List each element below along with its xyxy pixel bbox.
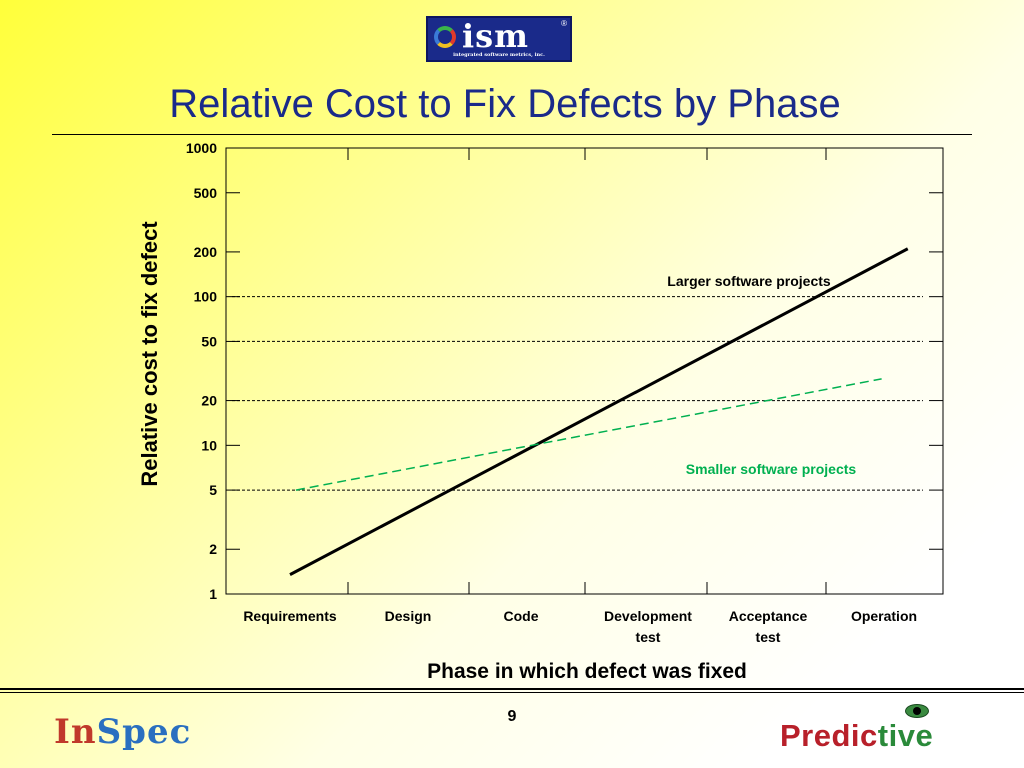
ism-logo-registered: ® [561, 19, 567, 28]
page-number: 9 [507, 708, 517, 725]
inspec-logo-part-2: Spec [96, 712, 192, 752]
eye-icon [905, 704, 929, 718]
y-tick-label: 20 [201, 393, 217, 409]
x-tick-label: Requirements [243, 608, 337, 624]
x-tick-label: Code [504, 608, 539, 624]
predictive-logo: Predictive [780, 704, 934, 754]
predictive-logo-part-1: Predic [780, 718, 878, 753]
ism-logo: ism ® integrated software metrics, inc. [426, 16, 572, 62]
x-tick-label: Design [385, 608, 432, 624]
x-axis-label: Phase in which defect was fixed [427, 660, 747, 683]
series-label-larger: Larger software projects [667, 273, 831, 289]
inspec-logo-part-1: In [54, 712, 97, 752]
y-tick-label: 10 [201, 437, 217, 453]
plot-frame [225, 147, 944, 595]
inspec-logo: InSpec [54, 712, 191, 752]
y-tick-label: 50 [201, 333, 217, 349]
y-tick-label: 2 [209, 541, 217, 557]
predictive-logo-part-2: tive [877, 718, 934, 753]
series-label-smaller: Smaller software projects [686, 461, 857, 477]
x-tick-label: test [636, 629, 661, 645]
y-tick-label: 1 [209, 586, 217, 602]
y-tick-label: 200 [194, 244, 218, 260]
series-line-smaller [295, 378, 882, 491]
footer-divider-thin [0, 692, 1024, 693]
y-tick-label: 1000 [186, 140, 217, 156]
ism-logo-text: ism [462, 17, 530, 55]
ism-logo-ring-icon [434, 26, 456, 48]
x-tick-label: Acceptance [729, 608, 808, 624]
title-divider [52, 134, 972, 135]
footer-divider [0, 688, 1024, 690]
ism-logo-tagline: integrated software metrics, inc. [453, 52, 545, 58]
x-tick-label: Operation [851, 608, 917, 624]
series-line-larger [289, 247, 909, 576]
y-tick-label: 100 [194, 289, 218, 305]
x-tick-label: Development [604, 608, 692, 624]
slide-title: Relative Cost to Fix Defects by Phase [169, 82, 841, 126]
y-tick-label: 500 [194, 185, 218, 201]
x-tick-label: test [756, 629, 781, 645]
y-tick-label: 5 [209, 482, 217, 498]
